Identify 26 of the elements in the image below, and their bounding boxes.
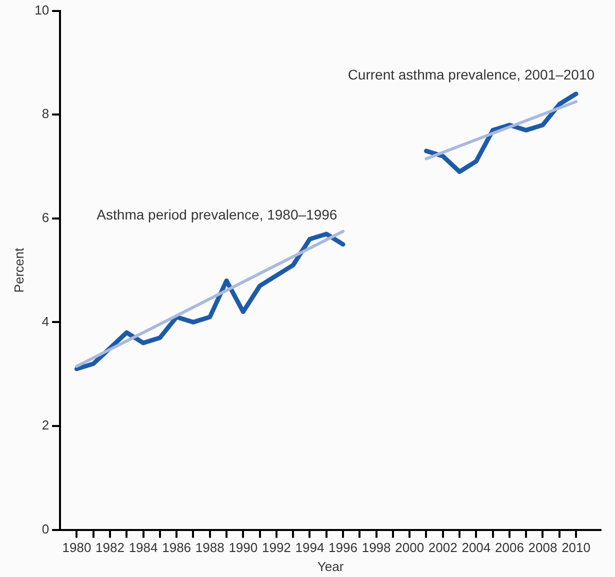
y-tick-label: 6	[42, 210, 50, 225]
x-tick-label: 1986	[162, 540, 192, 556]
x-tick-label: 2002	[428, 540, 458, 556]
x-tick-label: 1980	[62, 540, 92, 556]
x-tick-label: 2004	[462, 540, 491, 556]
x-tick-label: 1992	[262, 540, 291, 556]
y-tick-label: 0	[42, 521, 50, 536]
y-tick-label: 10	[34, 2, 50, 18]
x-tick-label: 1996	[328, 540, 358, 556]
x-tick-label: 1998	[362, 540, 391, 556]
y-axis-title: Percent	[11, 248, 26, 293]
annotation: Current asthma prevalence, 2001–2010	[348, 66, 595, 83]
x-tick-label: 2000	[395, 540, 424, 556]
x-tick-label: 1984	[128, 540, 158, 556]
x-tick-label: 2008	[528, 540, 558, 556]
x-tick-label: 1990	[228, 540, 258, 556]
y-tick-label: 4	[42, 314, 50, 329]
y-tick-label: 8	[42, 106, 50, 122]
x-tick-label: 1988	[195, 540, 224, 556]
annotation: Asthma period prevalence, 1980–1996	[96, 206, 338, 223]
x-tick-label: 1982	[96, 540, 124, 556]
y-tick-label: 2	[42, 418, 50, 433]
x-tick-label: 1994	[295, 540, 324, 556]
x-tick-label: 2010	[562, 540, 590, 556]
x-axis-title: Year	[317, 558, 344, 574]
x-tick-label: 2006	[494, 540, 524, 556]
